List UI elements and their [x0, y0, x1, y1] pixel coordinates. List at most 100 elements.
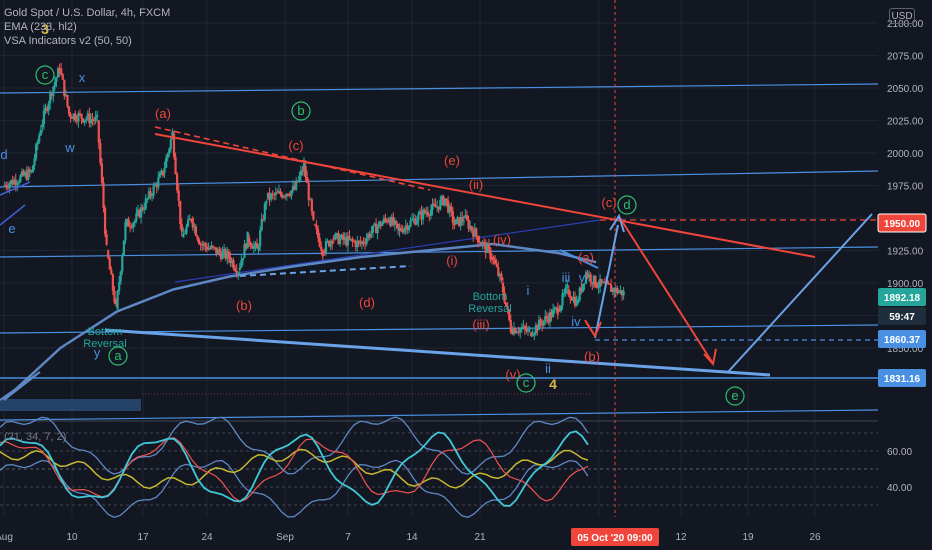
channel-line-2 [0, 170, 879, 188]
candle-body [155, 184, 158, 188]
time-axis[interactable]: Aug 10 17 24 Sep 7 14 21 12 19 26 05 Oct '20 09:00 [0, 528, 821, 546]
candle-body [36, 142, 39, 145]
candles-layer [3, 62, 625, 341]
triangle-upper-red [154, 133, 816, 258]
candle-body [428, 215, 431, 217]
candle-body [555, 307, 558, 309]
ema-indicator-label[interactable]: EMA (233, hl2) [4, 21, 77, 33]
candle-body [50, 94, 53, 96]
candle-body [149, 191, 152, 196]
symbol-title[interactable]: Gold Spot / U.S. Dollar, 4h, FXCM [4, 7, 171, 19]
candle-body [202, 243, 205, 246]
candle-body [398, 227, 401, 231]
candle-body [116, 291, 119, 309]
wave-label-6: (c) [288, 138, 303, 153]
wave-label-27: y [94, 345, 101, 360]
candle-body [58, 68, 61, 73]
candle-body [304, 166, 307, 177]
candle-body [174, 156, 177, 174]
candle-body [237, 272, 240, 274]
candle-body [385, 219, 389, 223]
candle-body [608, 283, 611, 285]
candle-body [284, 195, 287, 197]
wave-label-25: 4 [549, 376, 557, 392]
candle-body [426, 211, 429, 216]
wave-label-5: b [297, 103, 304, 118]
candle-body [379, 224, 382, 226]
candle-body [348, 236, 351, 240]
candle-body [500, 273, 503, 280]
candle-body [196, 235, 199, 240]
grid-lines [0, 0, 878, 517]
candle-body [64, 94, 67, 97]
candle-body [436, 206, 439, 208]
candle-body [421, 209, 425, 220]
candle-body [244, 244, 248, 249]
candle-body [27, 169, 30, 180]
wave-label-13: (a) [578, 250, 594, 265]
time-badge: 05 Oct '20 09:00 [577, 533, 653, 544]
candle-body [218, 249, 221, 253]
candle-body [473, 228, 476, 237]
candle-body [86, 113, 89, 119]
candle-body [345, 237, 348, 246]
currency-badge[interactable]: USD [889, 8, 915, 24]
candle-body [144, 198, 147, 209]
left-blue-line [0, 181, 31, 196]
candle-body [492, 257, 495, 260]
candle-body [606, 281, 610, 284]
candle-body [332, 237, 335, 240]
candle-body [600, 278, 603, 283]
candle-body [578, 287, 581, 301]
candle-body [315, 225, 318, 230]
candle-body [111, 274, 114, 291]
candle-body [199, 244, 202, 246]
candle-body [119, 271, 122, 282]
candle-body [498, 273, 501, 276]
candle-body [423, 209, 426, 214]
wave-label-30: e [8, 221, 15, 236]
candle-body [146, 198, 149, 200]
price-badge-4: 1831.16 [884, 374, 921, 385]
candle-body [78, 113, 82, 115]
candle-body [367, 233, 370, 239]
candle-body [475, 228, 478, 236]
candle-body [190, 219, 193, 221]
candle-body [442, 196, 445, 206]
price-axis[interactable]: 2100.00 2075.00 2050.00 2025.00 2000.00 1975.… [877, 19, 927, 494]
candle-body [172, 133, 176, 157]
candle-body [583, 282, 586, 284]
candle-body [508, 309, 511, 320]
candle-body [6, 187, 10, 189]
triangle-lower-blue [104, 328, 771, 377]
candle-body [296, 180, 299, 182]
candle-body [3, 184, 6, 186]
candle-body [611, 288, 614, 292]
candle-body [276, 192, 279, 194]
vsa-bar [0, 399, 141, 411]
candle-body [509, 319, 512, 333]
vsa-indicator-label[interactable]: VSA Indicators v2 (50, 50) [4, 35, 132, 47]
candle-body [592, 275, 595, 285]
wave-label-3: w [64, 140, 75, 155]
candle-body [360, 241, 364, 244]
candle-body [171, 131, 174, 140]
candle-body [417, 214, 420, 221]
candle-body [92, 119, 96, 121]
candle-body [41, 124, 44, 127]
candle-body [324, 241, 328, 253]
wave-label-11: (iv) [493, 232, 511, 247]
time-tick-11: 26 [809, 532, 821, 543]
candle-body [298, 176, 301, 182]
price-tick-3: 2025.00 [887, 117, 924, 128]
wave-label-circle [291, 101, 311, 121]
time-tick-7: 21 [474, 532, 486, 543]
wave-label-23: (v) [505, 367, 520, 382]
candle-body [312, 211, 315, 220]
candle-body [321, 250, 324, 257]
wave-label-21: ii [545, 361, 551, 376]
price-badge-1: 1892.18 [884, 293, 921, 304]
candle-body [318, 237, 321, 247]
candle-body [506, 305, 509, 310]
